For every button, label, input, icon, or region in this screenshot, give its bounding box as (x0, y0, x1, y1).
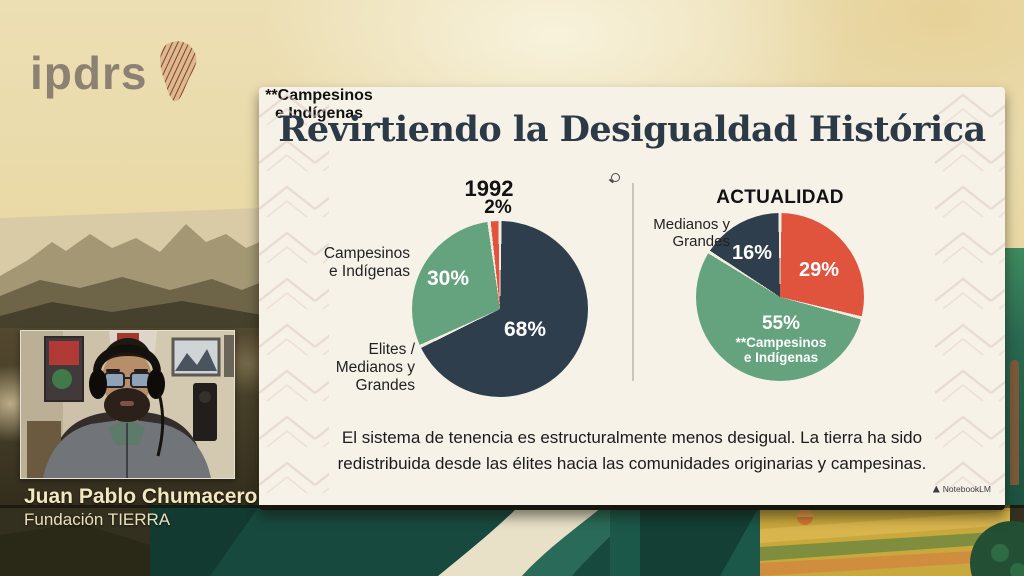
pie-value-1992-green: 30% (426, 267, 470, 290)
pie-label-medianos-actualidad: Medianos y Grandes (653, 216, 730, 251)
statue-illustration (1010, 360, 1019, 485)
chart-divider (632, 183, 634, 381)
pie-value-actualidad-red: 29% (798, 259, 840, 281)
ipdrs-logo-text: ipdrs (30, 47, 148, 99)
pie-value-actualidad-green: 55% (761, 313, 801, 334)
chart-title-actualidad: ACTUALIDAD (716, 187, 844, 208)
speaker-name: Juan Pablo Chumacero (24, 485, 258, 508)
pie-chart-1992 (412, 221, 588, 397)
ipdrs-logo: ipdrs (30, 38, 199, 106)
slide-footer-text: El sistema de tenencia es estructuralmen… (337, 428, 927, 474)
notebooklm-logo-icon (932, 485, 940, 493)
pie-label-campesinos-1992: Campesinos e Indígenas (323, 245, 410, 280)
pie-inner-sublabel: **Campesinos e Indígenas (735, 334, 827, 366)
mountains-illustration (0, 208, 262, 330)
pie-value-1992-dark: 68% (503, 318, 547, 341)
pie-value-1992-red: 2% (484, 197, 512, 218)
chart-title-1992: 1992 (464, 176, 514, 201)
speaker-organization: Fundación TIERRA (24, 510, 171, 530)
mouse-cursor-icon (611, 173, 620, 182)
pie-inner-label-actualidad-green: 55% **Campesinos e Indígenas (721, 313, 841, 366)
speaker-video-illustration (21, 331, 234, 478)
pie-value-actualidad-dark: 16% (731, 242, 773, 264)
speaker-caption: Juan Pablo Chumacero Fundación TIERRA (24, 484, 257, 530)
landscape-illustration (0, 505, 1024, 576)
presentation-slide: Revirtiendo la Desigualdad Histórica 199… (259, 87, 1005, 510)
slide-title: Revirtiendo la Desigualdad Histórica (278, 109, 986, 150)
webcam-video (20, 330, 235, 479)
pie-label-elites-1992: Elites / Medianos y Grandes (335, 341, 415, 394)
notebooklm-watermark-text: NotebookLM (942, 484, 991, 494)
notebooklm-watermark: NotebookLM (932, 484, 991, 494)
south-america-icon (160, 41, 197, 102)
pie-chart-actualidad (696, 213, 864, 381)
